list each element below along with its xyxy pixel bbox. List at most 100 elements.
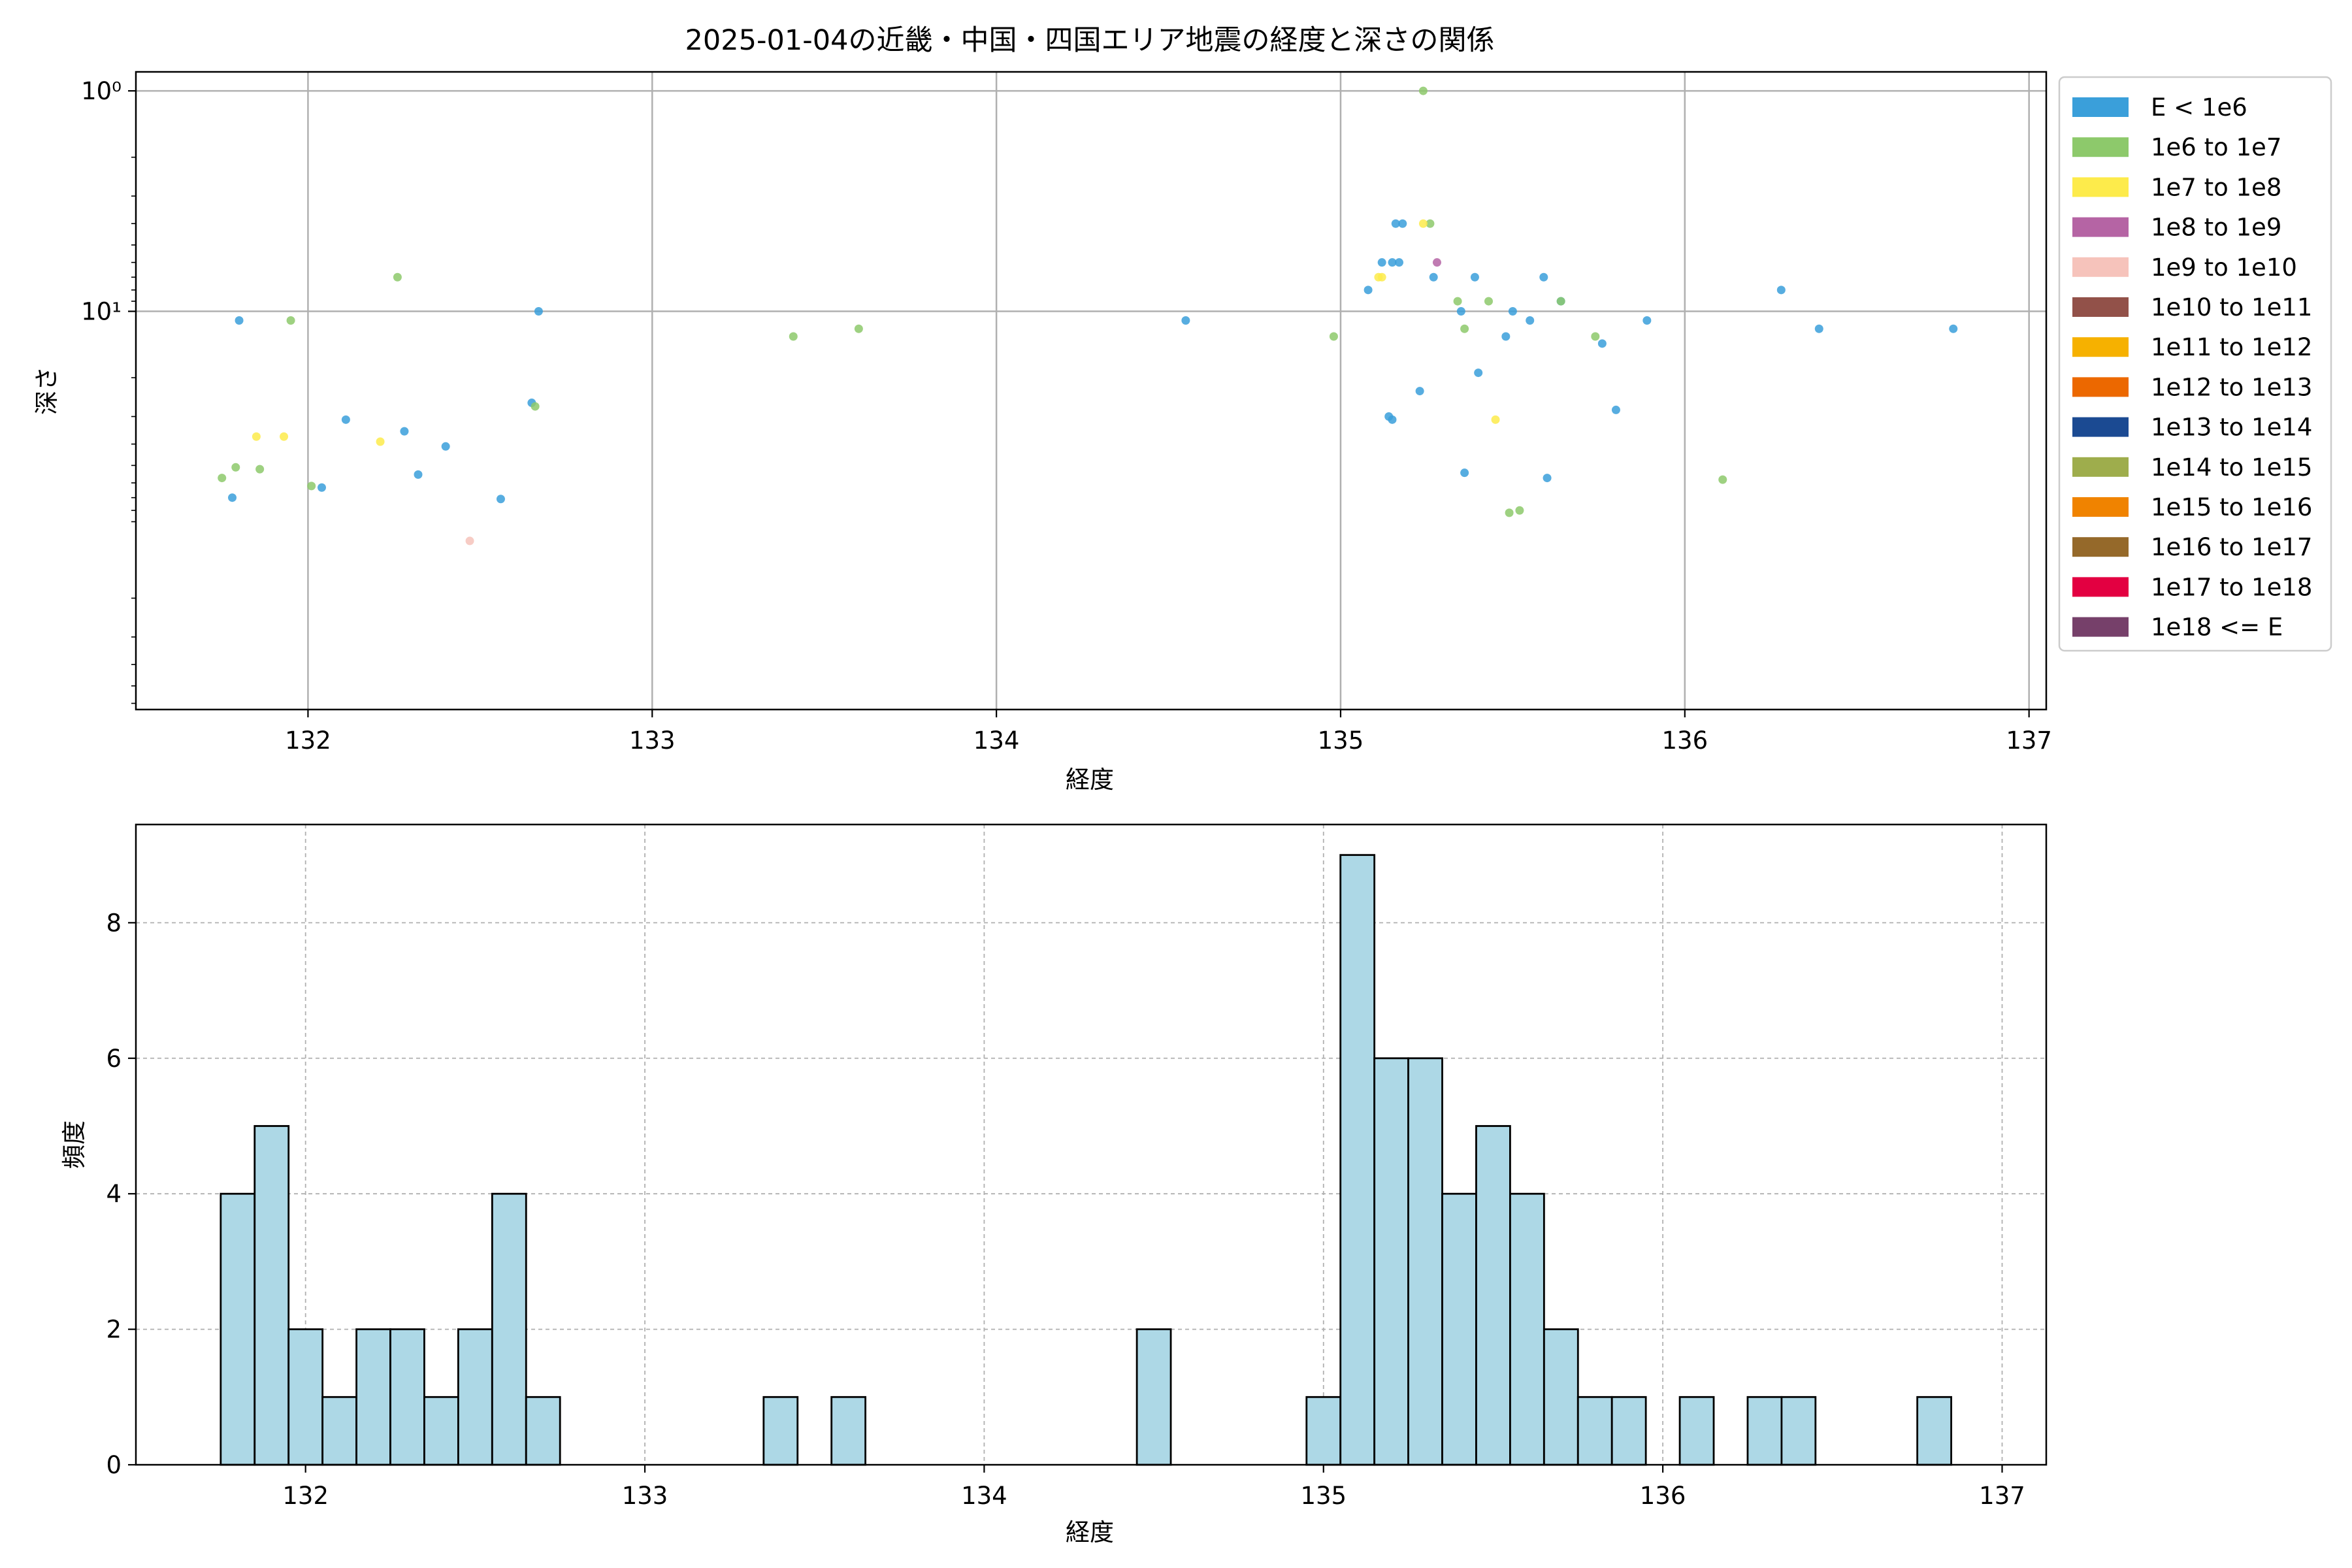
scatter-point: [280, 432, 289, 441]
scatter-point: [1364, 286, 1373, 295]
scatter-point: [1508, 307, 1517, 316]
legend-swatch: [2072, 97, 2129, 117]
legend-label: 1e16 to 1e17: [2151, 533, 2312, 561]
legend-swatch: [2072, 537, 2129, 557]
histogram-bar: [1610, 1396, 1647, 1466]
histogram-bar: [1576, 1396, 1613, 1466]
scatter-point: [1181, 316, 1190, 325]
legend-label: 1e9 to 1e10: [2151, 253, 2297, 282]
scatter-point: [1543, 474, 1552, 483]
legend-swatch: [2072, 217, 2129, 237]
scatter-y-tick-label: 10⁰: [81, 77, 122, 105]
legend-label: 1e13 to 1e14: [2151, 414, 2312, 442]
histogram-bar: [1373, 1057, 1410, 1466]
scatter-point: [1329, 332, 1338, 341]
scatter-point: [1398, 219, 1407, 228]
scatter-point: [1814, 324, 1823, 333]
scatter-point: [1949, 324, 1958, 333]
scatter-point: [1491, 415, 1500, 424]
scatter-point: [376, 437, 385, 446]
legend-swatch: [2072, 177, 2129, 197]
histogram-x-tick-label: 137: [1979, 1482, 2025, 1510]
scatter-point: [441, 442, 450, 451]
scatter-point: [1474, 368, 1483, 378]
scatter-x-tick-label: 132: [285, 727, 331, 755]
histogram-bar: [287, 1328, 324, 1466]
legend-label: 1e15 to 1e16: [2151, 493, 2312, 521]
scatter-point: [1484, 297, 1494, 306]
histogram-bar: [1305, 1396, 1342, 1466]
scatter-point: [1377, 258, 1386, 267]
scatter-point: [1377, 272, 1386, 282]
scatter-point: [1505, 508, 1514, 517]
chart-legend: E < 1e6 1e6 to 1e7 1e7 to 1e8 1e8 to 1e9 1e9…: [2058, 76, 2332, 652]
scatter-point: [393, 272, 402, 282]
histogram-x-tick-label: 136: [1640, 1482, 1686, 1510]
scatter-point: [341, 415, 350, 424]
scatter-point: [317, 483, 326, 492]
legend-frame: [2058, 76, 2332, 652]
scatter-y-tick-label: 10¹: [81, 298, 122, 326]
scatter-point: [1395, 258, 1404, 267]
scatter-point: [1776, 286, 1786, 295]
histogram-bar: [1339, 854, 1376, 1466]
scatter-point: [854, 324, 863, 333]
scatter-point: [531, 402, 540, 411]
scatter-point: [1453, 297, 1462, 306]
histogram-y-tick-label: 0: [106, 1451, 122, 1479]
scatter-point: [1456, 307, 1465, 316]
scatter-y-axis-label: 深さ: [33, 367, 61, 415]
histogram-bar: [423, 1396, 459, 1466]
scatter-point: [1539, 272, 1548, 282]
histogram-x-ticks: 132 133 134 135 136 137: [282, 1465, 2025, 1510]
scatter-point: [1556, 297, 1565, 306]
scatter-point: [1591, 332, 1600, 341]
histogram-bar: [1746, 1396, 1783, 1466]
histogram-y-axis-label: 頻度: [60, 1120, 88, 1169]
legend-label: 1e8 to 1e9: [2151, 214, 2281, 242]
histogram-bar: [491, 1192, 527, 1466]
scatter-point: [1501, 332, 1511, 341]
histogram-bar: [1135, 1328, 1172, 1466]
scatter-point: [1426, 219, 1435, 228]
histogram-x-tick-label: 134: [961, 1482, 1007, 1510]
histogram-bar: [1407, 1057, 1443, 1466]
scatter-point: [1415, 387, 1424, 396]
legend-items: E < 1e6 1e6 to 1e7 1e7 to 1e8 1e8 to 1e9 1e9…: [2072, 93, 2312, 642]
scatter-point: [1460, 468, 1469, 478]
legend-swatch: [2072, 497, 2129, 517]
histogram-plot: 132 133 134 135 136 137 0 2 4 6 8 経度 頻度: [60, 823, 2048, 1546]
histogram-bar: [220, 1192, 256, 1466]
scatter-points: [218, 86, 1958, 546]
legend-swatch: [2072, 417, 2129, 437]
histogram-y-tick-label: 6: [106, 1045, 122, 1073]
scatter-point: [534, 307, 543, 316]
scatter-point: [1718, 475, 1727, 484]
legend-swatch: [2072, 257, 2129, 277]
scatter-point: [255, 465, 265, 474]
legend-label: 1e6 to 1e7: [2151, 133, 2281, 161]
histogram-y-tick-label: 4: [106, 1180, 122, 1208]
scatter-point: [1418, 86, 1428, 95]
scatter-axes-frame: [135, 71, 2048, 711]
histogram-bar: [1543, 1328, 1579, 1466]
histogram-bar: [830, 1396, 867, 1466]
histogram-bar: [321, 1396, 357, 1466]
histogram-x-tick-label: 132: [282, 1482, 329, 1510]
scatter-point: [400, 427, 409, 436]
scatter-point: [1418, 219, 1428, 228]
histogram-x-tick-label: 133: [622, 1482, 668, 1510]
scatter-x-tick-label: 135: [1318, 727, 1364, 755]
legend-swatch: [2072, 297, 2129, 317]
legend-swatch: [2072, 337, 2129, 357]
scatter-x-tick-label: 134: [973, 727, 1020, 755]
scatter-point: [414, 470, 423, 479]
histogram-axes-frame: [135, 823, 2048, 1466]
scatter-point: [235, 316, 244, 325]
scatter-point: [1429, 272, 1438, 282]
legend-label: 1e17 to 1e18: [2151, 573, 2312, 601]
scatter-x-tick-label: 137: [2006, 727, 2052, 755]
histogram-y-ticks: 0 2 4 6 8: [106, 909, 136, 1479]
